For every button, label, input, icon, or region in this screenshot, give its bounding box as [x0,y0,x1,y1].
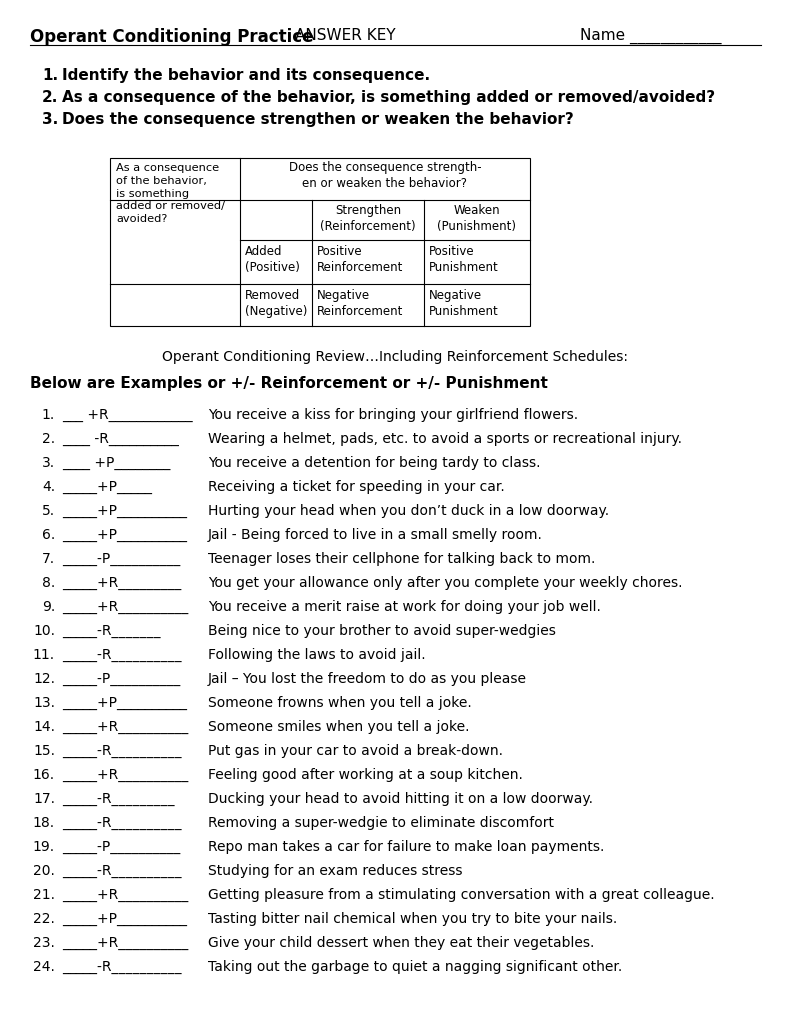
Text: ____ -R__________: ____ -R__________ [62,432,179,446]
Text: Negative
Reinforcement: Negative Reinforcement [317,289,403,318]
Text: 20.: 20. [33,864,55,878]
Text: Added
(Positive): Added (Positive) [245,245,300,274]
Text: _____+R__________: _____+R__________ [62,600,188,614]
Text: You get your allowance only after you complete your weekly chores.: You get your allowance only after you co… [208,575,683,590]
Text: 24.: 24. [33,961,55,974]
Text: ____ +P________: ____ +P________ [62,456,170,470]
Text: 1.: 1. [42,408,55,422]
Text: Jail – You lost the freedom to do as you please: Jail – You lost the freedom to do as you… [208,672,527,686]
Text: You receive a merit raise at work for doing your job well.: You receive a merit raise at work for do… [208,600,601,614]
Text: Put gas in your car to avoid a break-down.: Put gas in your car to avoid a break-dow… [208,744,503,758]
Text: _____+P__________: _____+P__________ [62,504,187,518]
Text: _____-R__________: _____-R__________ [62,961,181,974]
Text: ___ +R____________: ___ +R____________ [62,408,193,422]
Text: As a consequence of the behavior, is something added or removed/avoided?: As a consequence of the behavior, is som… [62,90,715,105]
Text: 12.: 12. [33,672,55,686]
Text: _____+P__________: _____+P__________ [62,696,187,710]
Text: 15.: 15. [33,744,55,758]
Text: 17.: 17. [33,792,55,806]
Text: _____+R_________: _____+R_________ [62,575,181,590]
Text: Being nice to your brother to avoid super-wedgies: Being nice to your brother to avoid supe… [208,624,556,638]
Text: Jail - Being forced to live in a small smelly room.: Jail - Being forced to live in a small s… [208,528,543,542]
Text: _____-P__________: _____-P__________ [62,672,180,686]
Text: Positive
Punishment: Positive Punishment [429,245,499,274]
Text: Weaken
(Punishment): Weaken (Punishment) [437,204,517,233]
Text: 5.: 5. [42,504,55,518]
Text: _____+R__________: _____+R__________ [62,936,188,950]
Text: 18.: 18. [33,816,55,830]
Text: Removed
(Negative): Removed (Negative) [245,289,308,318]
Text: Name ____________: Name ____________ [580,28,721,44]
Text: 21.: 21. [33,888,55,902]
Text: Following the laws to avoid jail.: Following the laws to avoid jail. [208,648,426,662]
Text: _____-P__________: _____-P__________ [62,552,180,566]
Text: Strengthen
(Reinforcement): Strengthen (Reinforcement) [320,204,416,233]
Text: 6.: 6. [42,528,55,542]
Text: Feeling good after working at a soup kitchen.: Feeling good after working at a soup kit… [208,768,523,782]
Text: Negative
Punishment: Negative Punishment [429,289,499,318]
Text: Teenager loses their cellphone for talking back to mom.: Teenager loses their cellphone for talki… [208,552,596,566]
Text: _____-R__________: _____-R__________ [62,744,181,758]
Text: Getting pleasure from a stimulating conversation with a great colleague.: Getting pleasure from a stimulating conv… [208,888,714,902]
Text: _____-R__________: _____-R__________ [62,648,181,662]
Text: 4.: 4. [42,480,55,494]
Text: Removing a super-wedgie to eliminate discomfort: Removing a super-wedgie to eliminate dis… [208,816,554,830]
Text: 9.: 9. [42,600,55,614]
Text: 16.: 16. [33,768,55,782]
Text: 22.: 22. [33,912,55,926]
Text: Someone frowns when you tell a joke.: Someone frowns when you tell a joke. [208,696,471,710]
Text: 1.: 1. [42,68,58,83]
Text: Operant Conditioning Practice: Operant Conditioning Practice [30,28,313,46]
Text: 13.: 13. [33,696,55,710]
Text: Tasting bitter nail chemical when you try to bite your nails.: Tasting bitter nail chemical when you tr… [208,912,617,926]
Text: Identify the behavior and its consequence.: Identify the behavior and its consequenc… [62,68,430,83]
Text: ANSWER KEY: ANSWER KEY [295,28,396,43]
Text: Does the consequence strength-
en or weaken the behavior?: Does the consequence strength- en or wea… [289,161,481,190]
Text: Taking out the garbage to quiet a nagging significant other.: Taking out the garbage to quiet a naggin… [208,961,623,974]
Text: _____-P__________: _____-P__________ [62,840,180,854]
Text: Ducking your head to avoid hitting it on a low doorway.: Ducking your head to avoid hitting it on… [208,792,593,806]
Text: You receive a detention for being tardy to class.: You receive a detention for being tardy … [208,456,540,470]
Text: 14.: 14. [33,720,55,734]
Text: Repo man takes a car for failure to make loan payments.: Repo man takes a car for failure to make… [208,840,604,854]
Text: Give your child dessert when they eat their vegetables.: Give your child dessert when they eat th… [208,936,594,950]
Text: _____-R__________: _____-R__________ [62,864,181,878]
Text: As a consequence
of the behavior,
is something
added or removed/
avoided?: As a consequence of the behavior, is som… [116,163,225,224]
Text: 23.: 23. [33,936,55,950]
Text: Studying for an exam reduces stress: Studying for an exam reduces stress [208,864,463,878]
Text: You receive a kiss for bringing your girlfriend flowers.: You receive a kiss for bringing your gir… [208,408,578,422]
Text: _____+R__________: _____+R__________ [62,720,188,734]
Text: _____+P_____: _____+P_____ [62,480,152,494]
Text: 8.: 8. [42,575,55,590]
Text: Someone smiles when you tell a joke.: Someone smiles when you tell a joke. [208,720,470,734]
Text: Wearing a helmet, pads, etc. to avoid a sports or recreational injury.: Wearing a helmet, pads, etc. to avoid a … [208,432,682,446]
Text: _____-R__________: _____-R__________ [62,816,181,830]
Text: Below are Examples or +/- Reinforcement or +/- Punishment: Below are Examples or +/- Reinforcement … [30,376,548,391]
Text: 3.: 3. [42,456,55,470]
Text: _____+P__________: _____+P__________ [62,912,187,926]
Text: 19.: 19. [33,840,55,854]
Text: _____+P__________: _____+P__________ [62,528,187,542]
Text: _____+R__________: _____+R__________ [62,768,188,782]
Bar [110,158,530,326]
Text: _____-R_______: _____-R_______ [62,624,161,638]
Text: 2.: 2. [42,432,55,446]
Text: Receiving a ticket for speeding in your car.: Receiving a ticket for speeding in your … [208,480,505,494]
Text: 2.: 2. [42,90,59,105]
Text: Operant Conditioning Review…Including Reinforcement Schedules:: Operant Conditioning Review…Including Re… [162,350,628,364]
Text: _____+R__________: _____+R__________ [62,888,188,902]
Text: Does the consequence strengthen or weaken the behavior?: Does the consequence strengthen or weake… [62,112,573,127]
Text: 10.: 10. [33,624,55,638]
Text: 11.: 11. [33,648,55,662]
Text: Positive
Reinforcement: Positive Reinforcement [317,245,403,274]
Text: _____-R_________: _____-R_________ [62,792,175,806]
Text: 3.: 3. [42,112,59,127]
Text: 7.: 7. [42,552,55,566]
Text: Hurting your head when you don’t duck in a low doorway.: Hurting your head when you don’t duck in… [208,504,609,518]
